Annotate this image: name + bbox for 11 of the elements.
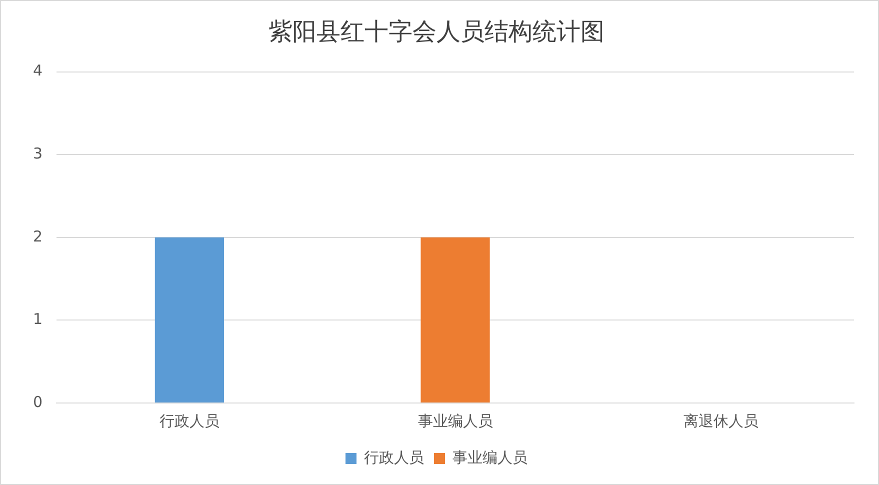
x-tick-label: 离退休人员 (684, 412, 759, 430)
chart-title: 紫阳县红十字会人员结构统计图 (268, 18, 604, 46)
x-tick-label: 行政人员 (159, 412, 220, 430)
y-tick-label: 2 (32, 227, 43, 246)
legend-label: 事业编人员 (452, 448, 528, 466)
y-tick-label: 4 (32, 62, 43, 80)
y-tick-label: 1 (32, 310, 43, 328)
y-tick-label: 3 (32, 144, 43, 162)
x-tick-label: 事业编人员 (418, 412, 493, 430)
legend-label: 行政人员 (364, 448, 424, 466)
y-tick-label: 0 (32, 392, 43, 411)
